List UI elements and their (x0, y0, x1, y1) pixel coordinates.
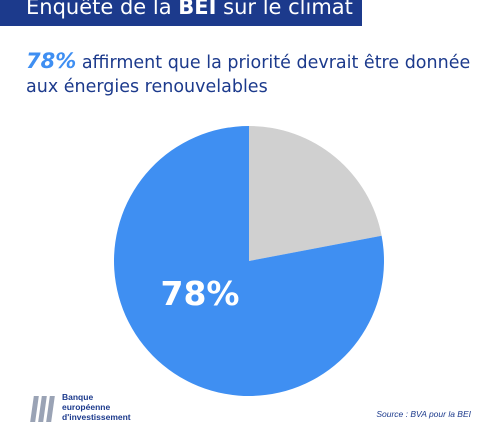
source-note: Source : BVA pour la BEI (376, 409, 471, 419)
banner-bold: BEI (178, 0, 217, 19)
eib-logo-icon (30, 396, 56, 422)
eib-logo: Banque européenne d'investissement (30, 392, 150, 422)
survey-banner: Enquête de la BEI sur le climat (0, 0, 362, 26)
pie-slice-22 (249, 126, 382, 261)
headline-text: affirment que la priorité devrait être d… (26, 53, 471, 97)
headline-percentage: 78% (26, 49, 77, 73)
logo-line-1: Banque (62, 392, 94, 402)
banner-prefix: Enquête de la (26, 0, 179, 19)
logo-line-2: européenne (62, 402, 111, 412)
headline: 78% affirment que la priorité devrait êt… (26, 49, 486, 99)
eib-logo-text: Banque européenne d'investissement (62, 392, 131, 422)
pie-slice-label: 78% (161, 274, 240, 313)
pie-slice-78 (113, 126, 385, 396)
banner-suffix: sur le climat (216, 0, 353, 19)
logo-line-3: d'investissement (62, 412, 131, 422)
